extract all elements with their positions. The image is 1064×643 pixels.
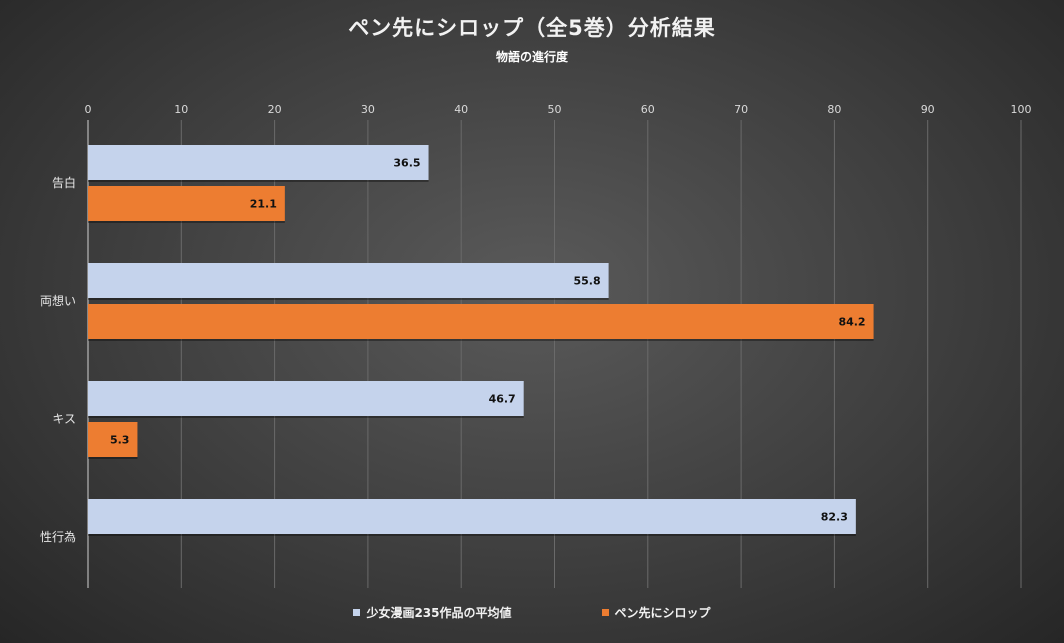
chart-title: ペン先にシロップ（全5巻）分析結果 <box>348 16 716 40</box>
data-label: 82.3 <box>821 511 848 524</box>
bar <box>88 499 856 534</box>
x-tick-label: 30 <box>361 103 375 116</box>
legend-swatch-pensaki <box>601 609 609 616</box>
x-tick-label: 80 <box>827 103 841 116</box>
x-tick-label: 50 <box>548 103 562 116</box>
legend-item-average: 少女漫画235作品の平均値 <box>353 604 512 621</box>
data-label: 84.2 <box>838 316 865 329</box>
data-label: 5.3 <box>110 434 130 447</box>
x-tick-label: 40 <box>454 103 468 116</box>
legend-label-pensaki: ペン先にシロップ <box>614 606 711 620</box>
x-tick-label: 100 <box>1011 103 1032 116</box>
bar <box>88 422 138 457</box>
x-tick-label: 20 <box>268 103 282 116</box>
x-tick-label: 0 <box>85 103 92 116</box>
data-label: 46.7 <box>489 393 516 406</box>
x-tick-label: 60 <box>641 103 655 116</box>
chart-subtitle: 物語の進行度 <box>495 50 568 64</box>
category-label: キス <box>52 412 76 426</box>
category-label: 性行為 <box>40 530 76 544</box>
legend-item-pensaki: ペン先にシロップ <box>601 604 711 621</box>
x-tick-label: 10 <box>174 103 188 116</box>
x-tick-label: 90 <box>921 103 935 116</box>
bar <box>88 263 609 298</box>
bar <box>88 381 524 416</box>
category-label: 両想い <box>40 293 76 308</box>
bar <box>88 304 874 339</box>
legend-swatch-average <box>353 609 361 616</box>
chart-legend: 少女漫画235作品の平均値 ペン先にシロップ <box>0 604 1064 621</box>
bar <box>88 145 429 180</box>
category-label: 告白 <box>52 175 76 190</box>
legend-label-average: 少女漫画235作品の平均値 <box>366 606 512 620</box>
x-tick-label: 70 <box>734 103 748 116</box>
data-label: 55.8 <box>573 275 600 288</box>
bar <box>88 186 285 221</box>
data-label: 21.1 <box>250 198 277 211</box>
data-label: 36.5 <box>393 157 420 170</box>
